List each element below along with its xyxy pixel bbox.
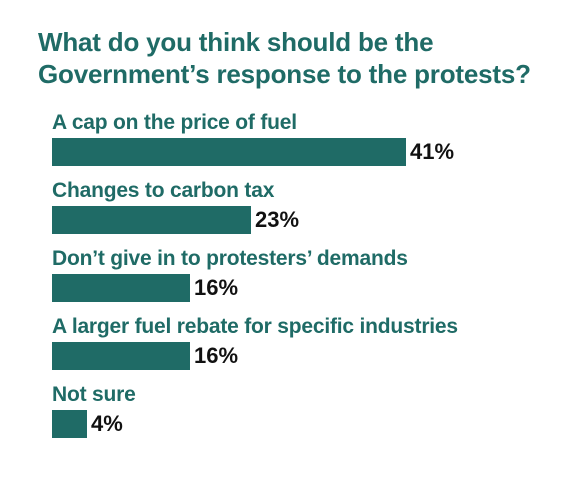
bar-value-label: 4% xyxy=(91,411,123,436)
bar xyxy=(52,410,87,438)
bar-category-label: Changes to carbon tax xyxy=(52,179,275,202)
bar-category-label: Not sure xyxy=(52,383,136,406)
bar-track: 16% xyxy=(52,342,572,370)
bar xyxy=(52,342,190,370)
bar-value-label: 23% xyxy=(255,207,300,232)
bar-row: A larger fuel rebate for specific indust… xyxy=(52,314,572,370)
bar-value-label: 16% xyxy=(194,275,239,300)
bar xyxy=(52,138,406,166)
bar-row: Changes to carbon tax 23% xyxy=(52,178,572,234)
bar-category-label: A larger fuel rebate for specific indust… xyxy=(52,315,458,338)
bar-category-label: Don’t give in to protesters’ demands xyxy=(52,247,408,270)
bar-value-label: 41% xyxy=(410,139,455,164)
bar-row: A cap on the price of fuel 41% xyxy=(52,110,572,166)
bar xyxy=(52,206,251,234)
bar xyxy=(52,274,190,302)
bar-track: 23% xyxy=(52,206,572,234)
chart-title: What do you think should be the Governme… xyxy=(38,27,531,89)
bar-track: 16% xyxy=(52,274,572,302)
bar-row: Not sure 4% xyxy=(52,382,572,438)
bar-value-label: 16% xyxy=(194,343,239,368)
bar-track: 41% xyxy=(52,138,572,166)
bar-category-label: A cap on the price of fuel xyxy=(52,111,297,134)
bar-row: Don’t give in to protesters’ demands 16% xyxy=(52,246,572,302)
bar-track: 4% xyxy=(52,410,572,438)
